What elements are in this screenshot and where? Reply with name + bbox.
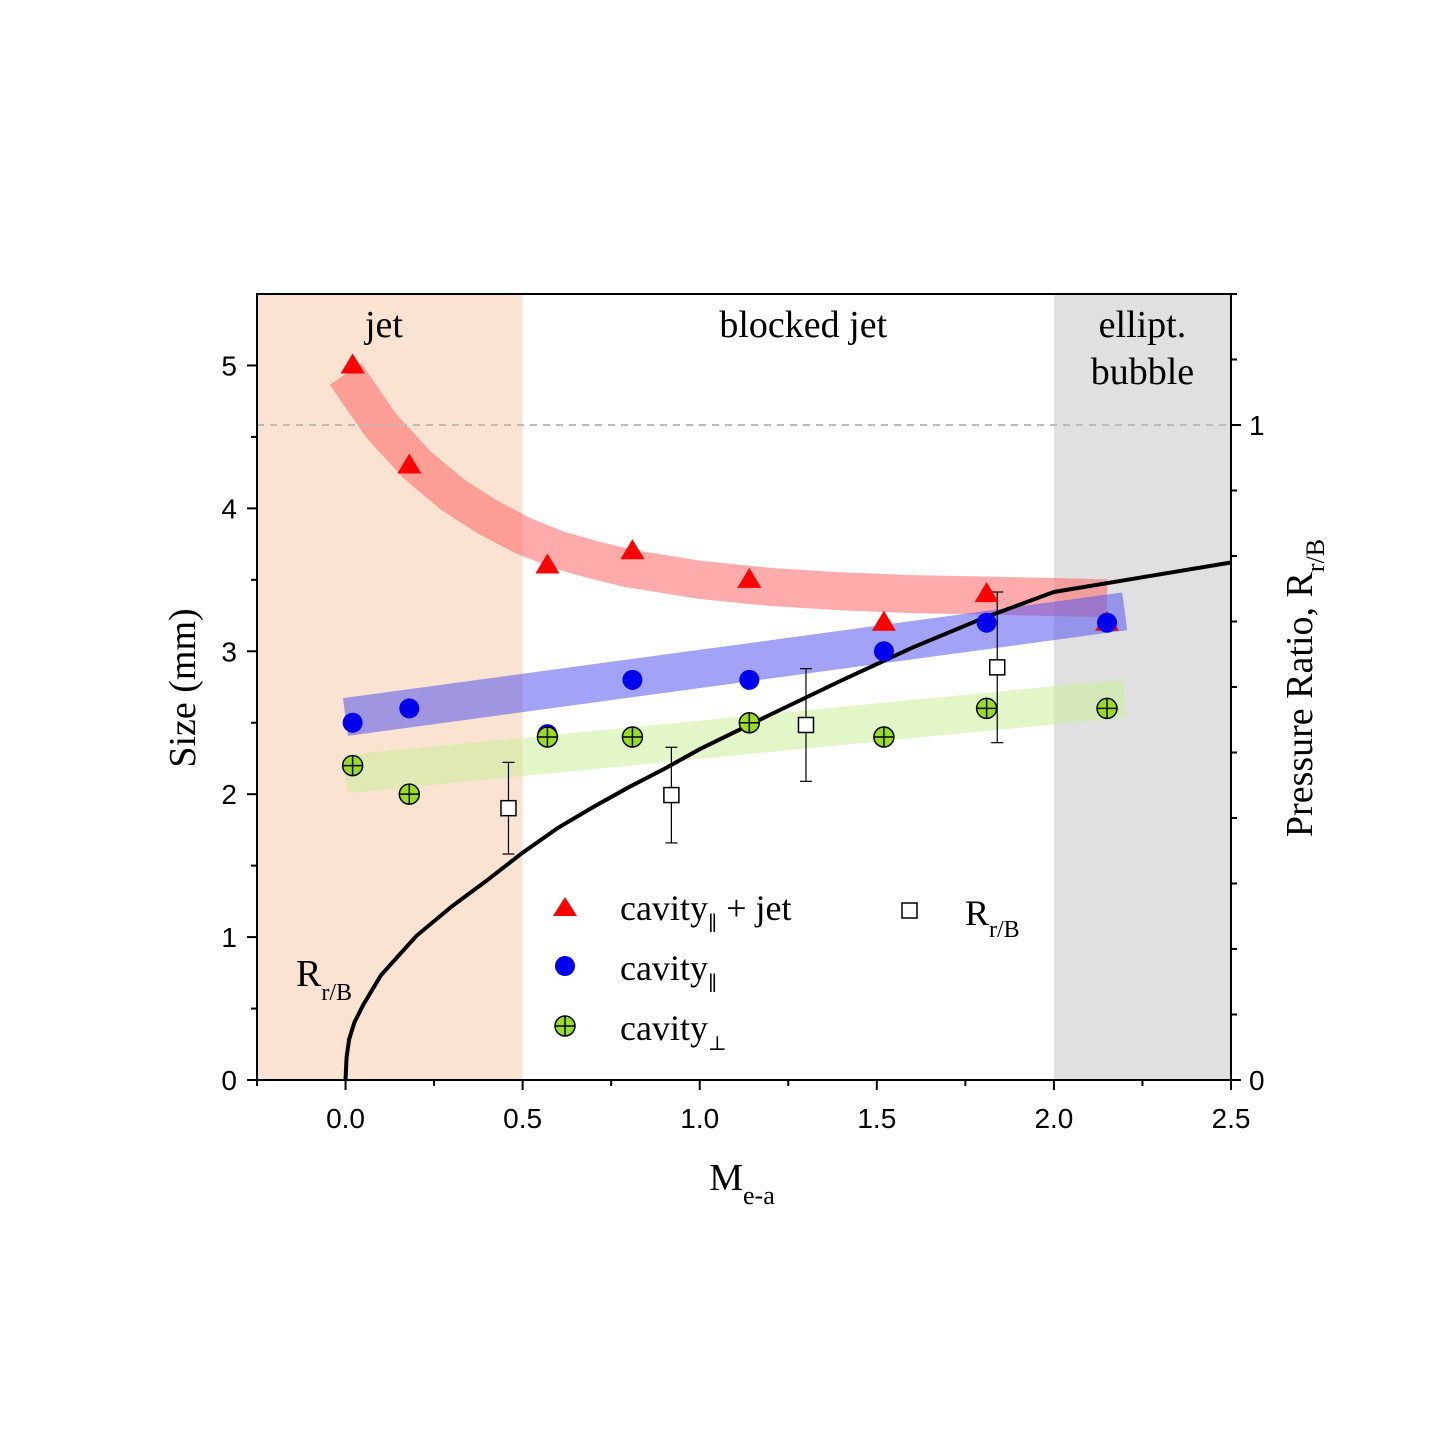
legend: cavity∥ + jet cavity∥ cavity⊥ Rr/B	[553, 888, 1020, 1055]
region-labels: jet blocked jet ellipt. bubble	[363, 304, 1194, 393]
x-tick-label: 2.5	[1212, 1103, 1251, 1134]
circle-marker	[342, 712, 363, 733]
trend-band-1	[342, 592, 1128, 736]
open-square-marker	[663, 786, 680, 804]
triangle-marker	[397, 453, 422, 474]
y-axis-title: Size (mm)	[162, 608, 204, 767]
circle-plus-marker	[873, 726, 895, 748]
legend-marker-circle	[555, 956, 575, 976]
circle-plus-marker	[975, 697, 998, 720]
legend-marker-triangle	[553, 897, 577, 916]
circle-plus-marker	[536, 726, 559, 748]
legend-marker-open-square	[901, 902, 918, 919]
triangle-marker	[340, 353, 365, 374]
x-tick-label: 1.0	[680, 1103, 719, 1134]
x-tick-label: 2.0	[1034, 1103, 1073, 1134]
y-tick-label: 5	[221, 350, 237, 381]
trend-band-0	[329, 363, 1108, 618]
y2-tick-label: 1	[1249, 410, 1265, 441]
region-label: blocked jet	[719, 304, 887, 346]
y-tick-label: 1	[221, 922, 237, 953]
open-square-marker	[797, 716, 815, 734]
triangle-marker	[737, 567, 762, 588]
circle-plus-marker	[398, 783, 421, 805]
y-tick-label: 3	[221, 636, 237, 667]
circle-plus-marker	[1096, 697, 1118, 720]
y2-tick-label: 0	[1249, 1065, 1265, 1096]
triangle-marker	[620, 539, 645, 560]
x-axis-title: Me-a	[709, 1157, 775, 1210]
y2-axis-title: Pressure Ratio, Rr/B	[1279, 539, 1330, 837]
axes: 0.0 0.5 1.0 1.5 2.0 2.5 0 1 2 3 4 5 0 1	[221, 293, 1265, 1134]
legend-label: cavity∥	[620, 948, 717, 995]
circle-marker	[873, 641, 894, 662]
x-tick-label: 0.0	[326, 1103, 365, 1134]
legend-item-cavity-perpendicular: cavity⊥	[554, 1008, 727, 1055]
region-label: bubble	[1091, 351, 1194, 393]
x-tick-label: 0.5	[503, 1103, 542, 1134]
legend-item-cavity-parallel: cavity∥	[555, 948, 717, 995]
open-square-marker	[500, 799, 517, 817]
triangle-marker	[974, 582, 999, 603]
open-square-marker	[988, 659, 1006, 676]
legend-item-pressure-ratio: Rr/B	[901, 893, 1020, 943]
y-tick-label: 4	[221, 493, 237, 524]
circle-marker	[976, 612, 997, 633]
circle-plus-marker	[738, 711, 761, 734]
legend-label: cavity⊥	[620, 1008, 727, 1055]
legend-label: Rr/B	[965, 893, 1020, 943]
y-tick-label: 0	[221, 1065, 237, 1096]
data-markers	[340, 353, 1120, 817]
triangle-marker	[535, 553, 560, 574]
region-label: jet	[363, 304, 403, 346]
pressure-ratio-curve	[343, 560, 1232, 1081]
circle-plus-marker	[621, 726, 644, 748]
curve-label: Rr/B	[296, 953, 352, 1006]
legend-item-cavity-jet: cavity∥ + jet	[553, 888, 792, 935]
x-tick-label: 1.5	[857, 1103, 896, 1134]
circle-marker	[622, 669, 643, 690]
circle-marker	[399, 698, 420, 719]
legend-label: cavity∥ + jet	[620, 888, 792, 935]
region-label: ellipt.	[1099, 304, 1187, 346]
circle-plus-marker	[341, 754, 364, 777]
y-tick-label: 2	[221, 779, 237, 810]
circle-marker	[739, 669, 760, 690]
circle-marker	[1097, 612, 1118, 633]
triangle-marker	[871, 610, 896, 631]
